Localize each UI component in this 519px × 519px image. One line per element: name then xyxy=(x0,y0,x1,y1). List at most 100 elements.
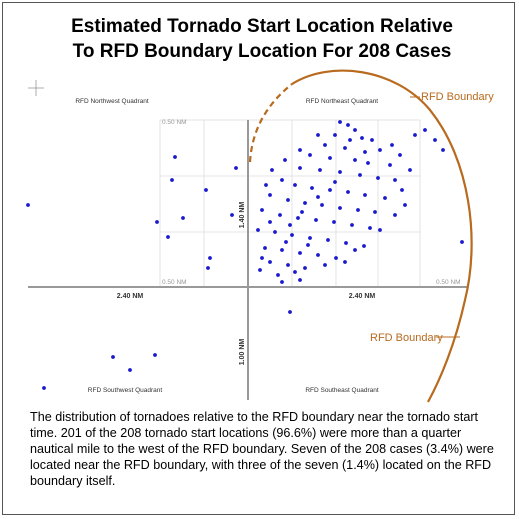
point xyxy=(320,203,324,207)
point xyxy=(318,168,322,172)
point xyxy=(276,273,280,277)
point xyxy=(260,256,264,260)
point xyxy=(393,213,397,217)
point xyxy=(206,266,210,270)
point xyxy=(155,220,159,224)
point xyxy=(286,263,290,267)
grid-label: 0.50 NM xyxy=(436,279,461,286)
point xyxy=(170,178,174,182)
point xyxy=(256,228,260,232)
point xyxy=(173,155,177,159)
point xyxy=(408,168,412,172)
point xyxy=(326,238,330,242)
point xyxy=(344,241,348,245)
point xyxy=(268,260,272,264)
point xyxy=(260,208,264,212)
point xyxy=(111,355,115,359)
point xyxy=(348,138,352,142)
point xyxy=(350,223,354,227)
point xyxy=(298,148,302,152)
point xyxy=(460,240,464,244)
point xyxy=(363,150,367,154)
distance-label: 2.40 NM xyxy=(117,293,144,300)
point xyxy=(42,386,46,390)
point xyxy=(268,220,272,224)
point xyxy=(338,120,342,124)
point xyxy=(383,196,387,200)
point xyxy=(363,193,367,197)
point xyxy=(298,278,302,282)
point xyxy=(303,266,307,270)
point xyxy=(273,230,277,234)
point xyxy=(328,156,332,160)
caption: The distribution of tornadoes relative t… xyxy=(30,410,494,488)
point xyxy=(298,251,302,255)
point xyxy=(270,168,274,172)
point xyxy=(366,161,370,165)
point xyxy=(298,166,302,170)
point xyxy=(316,253,320,257)
point xyxy=(208,256,212,260)
point xyxy=(286,198,290,202)
point xyxy=(308,153,312,157)
point xyxy=(403,203,407,207)
point xyxy=(338,206,342,210)
point xyxy=(323,263,327,267)
point xyxy=(264,183,268,187)
compass xyxy=(28,80,44,96)
frame xyxy=(2,2,515,515)
point xyxy=(284,240,288,244)
point xyxy=(390,143,394,147)
point xyxy=(373,210,377,214)
reference-grid xyxy=(159,119,421,288)
point xyxy=(278,213,282,217)
point xyxy=(378,228,382,232)
point xyxy=(128,368,132,372)
title-line: Estimated Tornado Start Location Relativ… xyxy=(71,16,453,37)
quadrant-label: RFD Northwest Quadrant xyxy=(75,98,149,105)
point xyxy=(441,148,445,152)
point xyxy=(358,173,362,177)
point xyxy=(368,226,372,230)
point xyxy=(323,143,327,147)
point xyxy=(303,201,307,205)
point xyxy=(166,235,170,239)
point xyxy=(306,243,310,247)
title-line: To RFD Boundary Location For 208 Cases xyxy=(73,41,452,62)
point xyxy=(316,195,320,199)
quadrant-label: RFD Northeast Quadrant xyxy=(306,98,378,105)
point xyxy=(293,183,297,187)
distance-label: 1.40 NM xyxy=(239,202,246,229)
point xyxy=(388,163,392,167)
point xyxy=(353,248,357,252)
point xyxy=(346,123,350,127)
point xyxy=(353,128,357,132)
point xyxy=(338,170,342,174)
point xyxy=(290,233,294,237)
point xyxy=(423,128,427,132)
point xyxy=(316,133,320,137)
quadrant-label: RFD Southeast Quadrant xyxy=(305,387,379,394)
point xyxy=(333,180,337,184)
point xyxy=(280,248,284,252)
point xyxy=(376,176,380,180)
point xyxy=(268,193,272,197)
grid-label: 0.50 NM xyxy=(162,119,187,126)
point xyxy=(300,210,304,214)
boundary-label: RFD Boundary xyxy=(370,332,443,344)
point xyxy=(310,186,314,190)
point xyxy=(328,188,332,192)
point xyxy=(308,236,312,240)
point xyxy=(293,270,297,274)
point xyxy=(333,133,337,137)
quadrant-label: RFD Southwest Quadrant xyxy=(88,387,163,394)
point xyxy=(26,203,30,207)
distance-label: 1.00 NM xyxy=(239,339,246,366)
point xyxy=(360,136,364,140)
point xyxy=(370,138,374,142)
point xyxy=(283,158,287,162)
rfd-boundary xyxy=(248,69,473,403)
point xyxy=(378,148,382,152)
